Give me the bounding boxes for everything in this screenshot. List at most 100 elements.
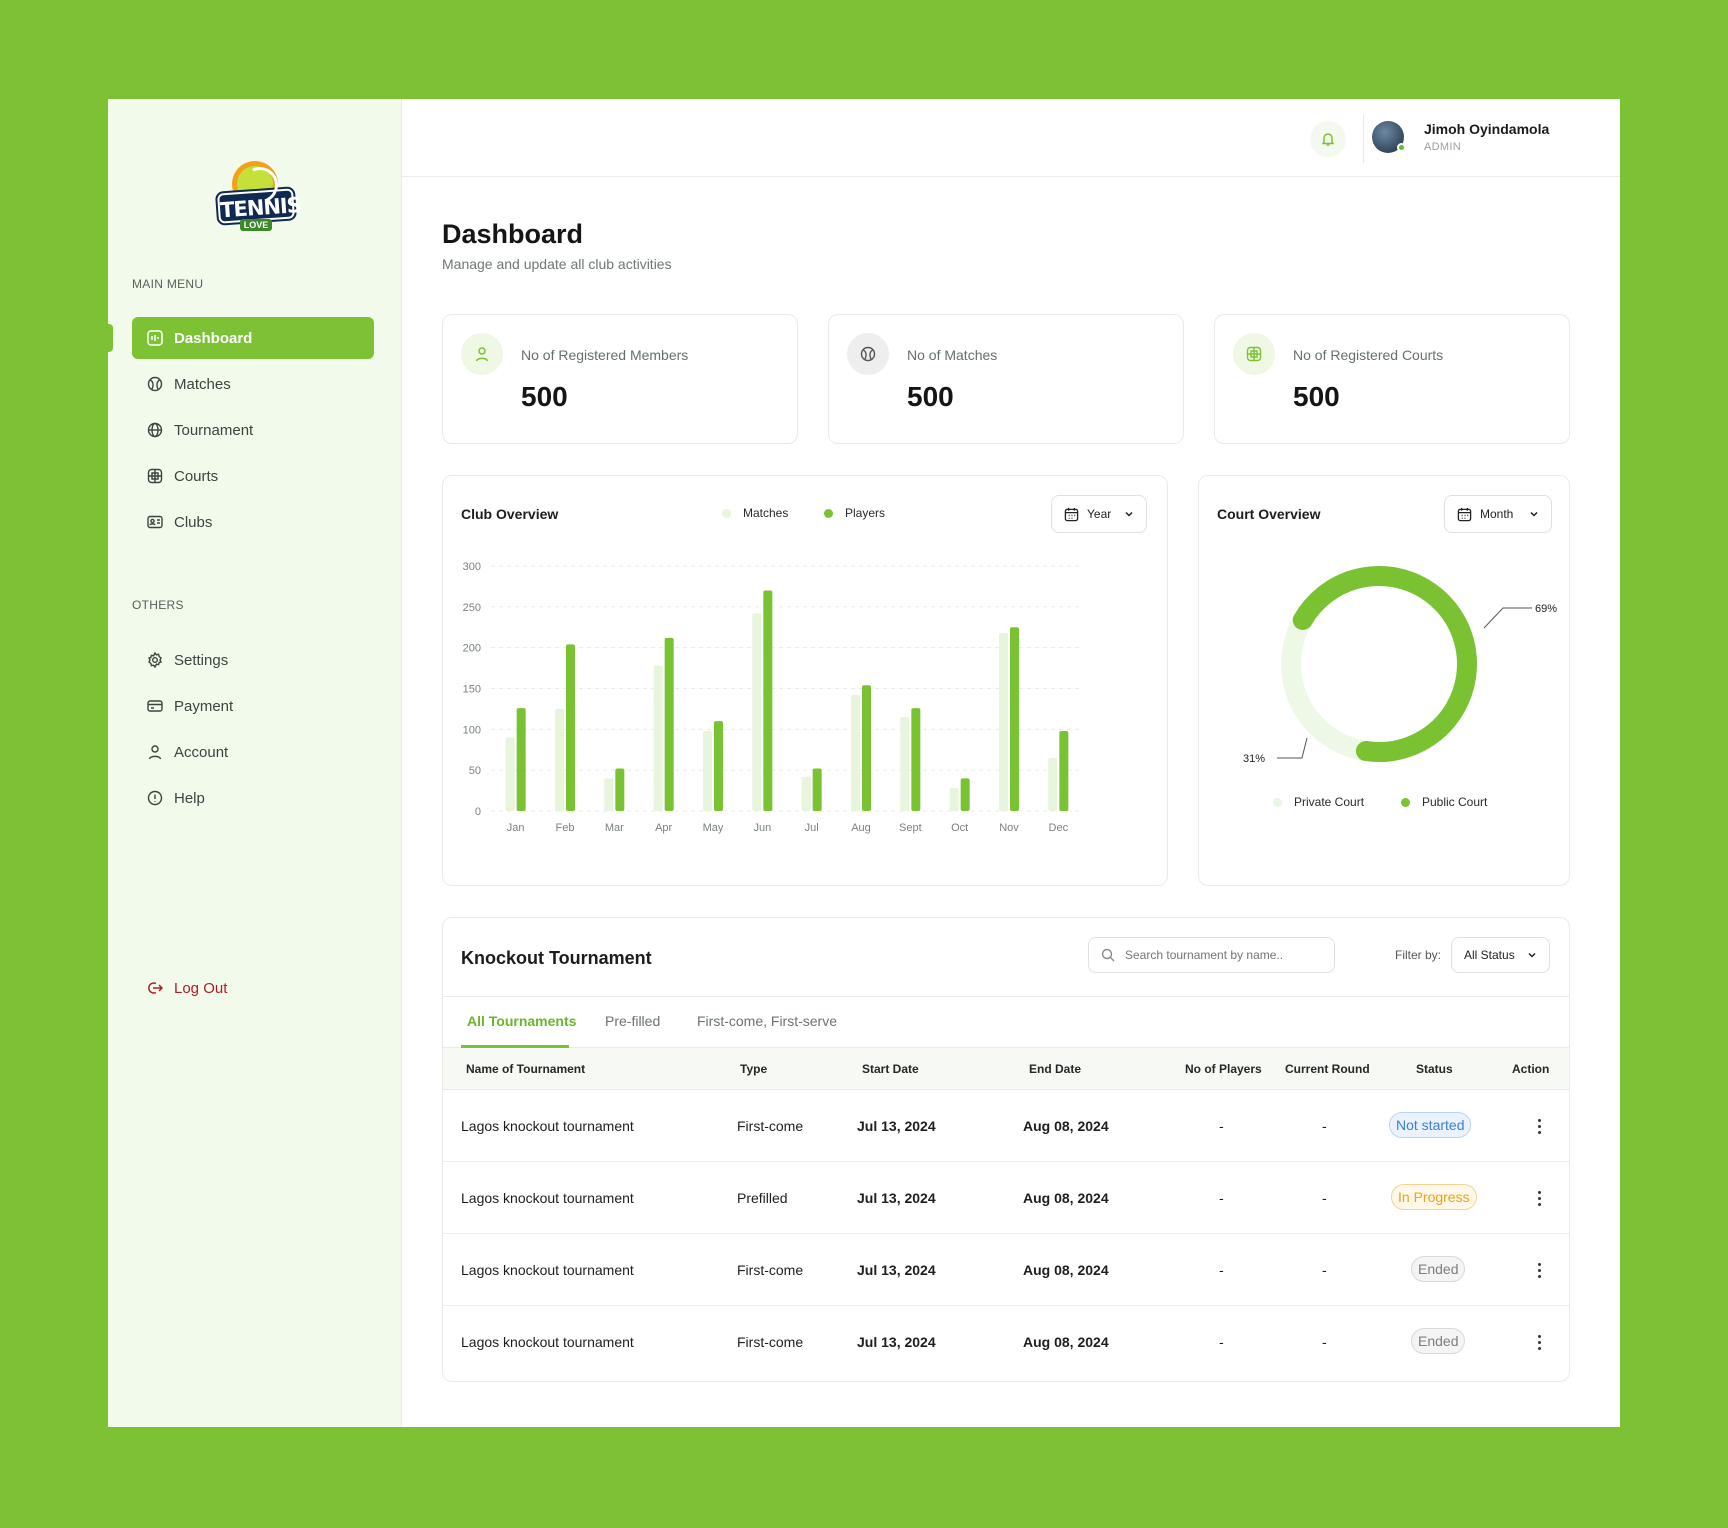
- bar-players: [812, 768, 822, 811]
- column-header[interactable]: End Date: [1029, 1062, 1082, 1076]
- row-actions-button[interactable]: [1529, 1330, 1549, 1354]
- period-dropdown-year[interactable]: Year: [1051, 495, 1147, 533]
- status-filter-dropdown[interactable]: All Status: [1451, 937, 1550, 973]
- tab-pre-filled[interactable]: Pre-filled: [605, 1013, 661, 1029]
- table-row[interactable]: Lagos knockout tournament Prefilled Jul …: [443, 1162, 1569, 1234]
- row-actions-button[interactable]: [1529, 1258, 1549, 1282]
- sidebar-item-label: Help: [174, 789, 205, 807]
- bar-players: [566, 644, 575, 811]
- row-actions-button[interactable]: [1529, 1186, 1549, 1210]
- main-menu-heading: MAIN MENU: [132, 277, 204, 291]
- tab-all-tournaments[interactable]: All Tournaments: [467, 1013, 577, 1029]
- sidebar-item-tournament[interactable]: Tournament: [132, 409, 374, 451]
- bar-players: [516, 708, 526, 811]
- tennis-love-logo[interactable]: TENNIS LOVE: [217, 161, 302, 239]
- private-pct-leader-line: [1277, 737, 1308, 759]
- search-input[interactable]: [1125, 948, 1325, 962]
- slice-public-court: [1281, 566, 1477, 762]
- logout-button[interactable]: Log Out: [132, 967, 374, 1009]
- tournament-search-box[interactable]: [1088, 937, 1335, 973]
- cell-type: First-come: [737, 1262, 804, 1278]
- row-actions-button[interactable]: [1529, 1114, 1549, 1138]
- y-tick-label: 0: [475, 806, 481, 818]
- legend-swatch-private: [1273, 797, 1282, 807]
- app-window: TENNIS LOVE MAIN MENU Dashboard Matches …: [108, 99, 1620, 1427]
- bar-players: [714, 721, 723, 811]
- table-row[interactable]: Lagos knockout tournament First-come Jul…: [443, 1090, 1569, 1162]
- gear-icon: [146, 651, 164, 669]
- bar-matches: [555, 708, 564, 811]
- cell-type: First-come: [737, 1334, 804, 1350]
- legend-swatch-players: [824, 508, 833, 518]
- sidebar-item-account[interactable]: Account: [132, 731, 374, 773]
- bar-matches: [801, 776, 811, 811]
- table-row[interactable]: Lagos knockout tournament First-come Jul…: [443, 1306, 1569, 1378]
- sidebar-item-label: Dashboard: [174, 329, 253, 347]
- kebab-dot: [1537, 1334, 1541, 1338]
- sidebar-item-label: Courts: [174, 467, 219, 485]
- bar-players: [615, 768, 625, 811]
- kebab-dot: [1537, 1124, 1541, 1128]
- sidebar-item-label: Account: [174, 743, 229, 761]
- user-icon: [461, 333, 503, 375]
- stat-value: 500: [521, 381, 568, 412]
- legend-label: Matches: [743, 506, 789, 520]
- kebab-dot: [1537, 1202, 1541, 1206]
- tennis-ball-icon: [847, 333, 889, 375]
- bar-matches: [653, 665, 663, 811]
- sidebar-item-dashboard[interactable]: Dashboard: [132, 317, 374, 359]
- column-header[interactable]: Action: [1512, 1062, 1550, 1076]
- sidebar-item-settings[interactable]: Settings: [132, 639, 374, 681]
- user-name[interactable]: Jimoh Oyindamola: [1424, 121, 1550, 137]
- column-header[interactable]: Name of Tournament: [466, 1062, 586, 1076]
- active-tab-underline: [461, 1045, 569, 1048]
- sidebar-item-payment[interactable]: Payment: [132, 685, 374, 727]
- column-header[interactable]: Status: [1416, 1062, 1453, 1076]
- cell-name: Lagos knockout tournament: [461, 1190, 634, 1206]
- public-pct-leader-line: [1483, 607, 1532, 629]
- globe-icon: [146, 421, 164, 439]
- tournament-table-card: Knockout Tournament Filter by: All Statu…: [442, 917, 1570, 1382]
- online-status-dot: [1397, 143, 1406, 152]
- y-tick-label: 100: [463, 724, 481, 736]
- legend-private-court: Private Court: [1273, 795, 1364, 809]
- sidebar-item-help[interactable]: Help: [132, 777, 374, 819]
- tab-first-come-first-serve[interactable]: First-come, First-serve: [697, 1013, 837, 1029]
- column-header[interactable]: Current Round: [1285, 1062, 1370, 1076]
- x-tick-label: Aug: [851, 822, 871, 834]
- notifications-button[interactable]: [1310, 121, 1346, 157]
- sidebar-item-clubs[interactable]: Clubs: [132, 501, 374, 543]
- cell-name: Lagos knockout tournament: [461, 1118, 634, 1134]
- cell-end-date: Aug 08, 2024: [1023, 1334, 1109, 1350]
- x-tick-label: Oct: [951, 822, 968, 834]
- cell-end-date: Aug 08, 2024: [1023, 1118, 1109, 1134]
- dropdown-value: Month: [1480, 507, 1514, 521]
- active-nav-marker: [108, 324, 113, 352]
- table-header: Name of Tournament Type Start Date End D…: [443, 1048, 1569, 1090]
- table-row[interactable]: Lagos knockout tournament First-come Jul…: [443, 1234, 1569, 1306]
- bar-matches: [604, 778, 614, 811]
- user-icon: [146, 743, 164, 761]
- tournament-tabs: All Tournaments Pre-filled First-come, F…: [443, 996, 1569, 1048]
- y-tick-label: 50: [469, 765, 481, 777]
- chevron-down-icon: [1530, 511, 1538, 517]
- cell-round: -: [1322, 1334, 1327, 1350]
- sidebar-item-matches[interactable]: Matches: [132, 363, 374, 405]
- bar-matches: [900, 717, 910, 811]
- bar-players: [664, 637, 674, 811]
- stat-value: 500: [1293, 381, 1340, 412]
- x-tick-label: Jul: [805, 822, 819, 834]
- private-pct-label: 31%: [1243, 753, 1265, 765]
- page-subtitle: Manage and update all club activities: [442, 256, 672, 272]
- column-header[interactable]: Start Date: [862, 1062, 919, 1076]
- column-header[interactable]: No of Players: [1185, 1062, 1262, 1076]
- x-tick-label: Dec: [1049, 822, 1069, 834]
- sidebar-item-courts[interactable]: Courts: [132, 455, 374, 497]
- status-badge: Ended: [1411, 1256, 1466, 1282]
- column-header[interactable]: Type: [740, 1062, 768, 1076]
- x-tick-label: Apr: [655, 822, 672, 834]
- period-dropdown-month[interactable]: Month: [1444, 495, 1552, 533]
- bar-players: [1010, 627, 1019, 811]
- cell-start-date: Jul 13, 2024: [857, 1334, 936, 1350]
- stat-card-members: No of Registered Members 500: [442, 314, 798, 444]
